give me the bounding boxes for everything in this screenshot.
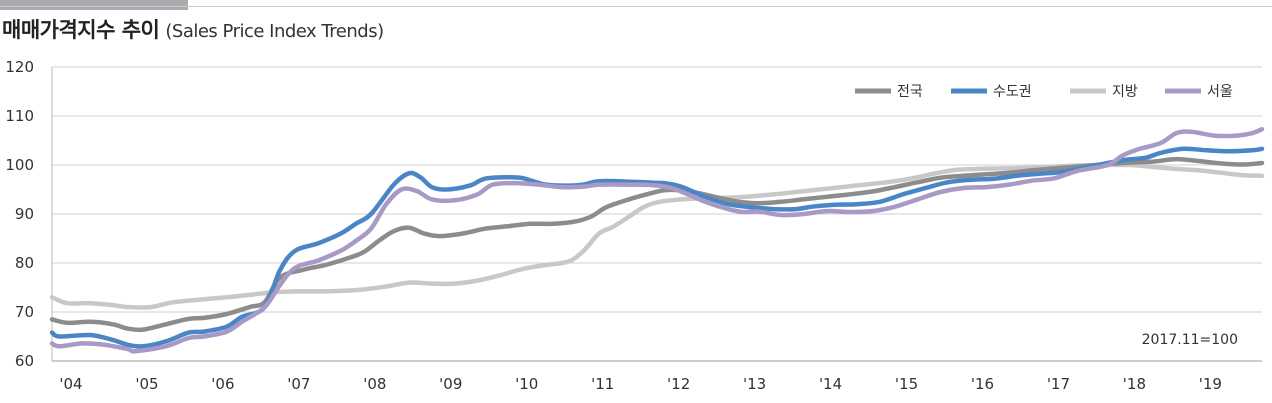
x-tick-label-19: '19 xyxy=(1199,375,1222,393)
base-note: 2017.11=100 xyxy=(1142,332,1238,348)
x-tick-label-07: '07 xyxy=(287,375,310,393)
legend: 전국 수도권 지방 서울 xyxy=(855,84,1233,100)
x-tick-label-11: '11 xyxy=(591,375,614,393)
title-accent-bar xyxy=(0,0,188,10)
series-line-3 xyxy=(49,126,1265,354)
legend-label-1: 수도권 xyxy=(993,84,1032,100)
y-tick-label-70: 70 xyxy=(15,303,34,321)
top-rule xyxy=(0,6,1272,7)
y-tick-label-80: 80 xyxy=(15,254,34,272)
y-tick-label-120: 120 xyxy=(5,58,34,76)
x-tick-label-13: '13 xyxy=(743,375,766,393)
chart-title: 매매가격지수 추이 (Sales Price Index Trends) xyxy=(2,14,384,44)
legend-label-2: 지방 xyxy=(1112,84,1138,100)
series-line-0 xyxy=(49,156,1265,333)
x-tick-label-05: '05 xyxy=(135,375,158,393)
x-tick-label-10: '10 xyxy=(515,375,538,393)
x-tick-label-06: '06 xyxy=(211,375,234,393)
chart-title-english: (Sales Price Index Trends) xyxy=(165,21,384,42)
y-tick-label-100: 100 xyxy=(5,156,34,174)
y-tick-label-90: 90 xyxy=(15,205,34,223)
x-tick-label-18: '18 xyxy=(1123,375,1146,393)
legend-label-3: 서울 xyxy=(1207,84,1233,100)
x-tick-label-16: '16 xyxy=(971,375,994,393)
legend-label-0: 전국 xyxy=(897,84,923,100)
x-axis-ticks: '04 '05 '06 '07 '08 '09 '10 '11 '12 '13 '14 '15 '16 '… xyxy=(59,375,1222,393)
x-tick-label-09: '09 xyxy=(439,375,462,393)
x-tick-label-15: '15 xyxy=(895,375,918,393)
y-tick-label-60: 60 xyxy=(15,352,34,370)
series-line-1 xyxy=(49,146,1265,349)
chart-title-korean: 매매가격지수 추이 xyxy=(2,18,160,42)
gridlines xyxy=(51,66,1262,362)
y-tick-label-110: 110 xyxy=(5,107,34,125)
x-tick-label-14: '14 xyxy=(819,375,842,393)
series-lines xyxy=(49,126,1265,354)
x-tick-label-17: '17 xyxy=(1047,375,1070,393)
x-tick-label-08: '08 xyxy=(363,375,386,393)
x-tick-label-04: '04 xyxy=(59,375,82,393)
y-axis-ticks: 60 70 80 90 100 110 120 xyxy=(5,58,34,370)
x-tick-label-12: '12 xyxy=(667,375,690,393)
